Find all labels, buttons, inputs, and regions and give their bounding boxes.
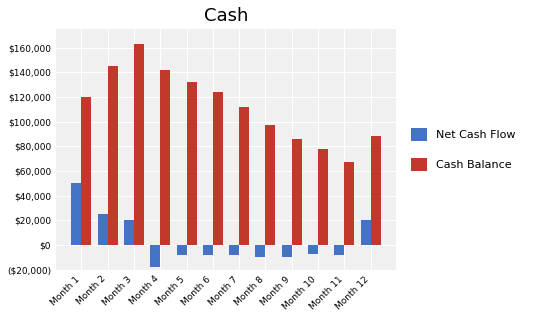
Bar [239,107,249,245]
Bar [344,162,354,245]
Bar [371,136,381,245]
Bar [186,82,196,245]
Bar [229,245,239,255]
Bar [81,97,91,245]
Bar [282,245,292,257]
Bar [203,245,213,255]
Bar [292,139,302,245]
Bar [134,44,144,245]
Bar [334,245,344,255]
Bar [98,214,108,245]
Bar [160,70,170,245]
Bar [213,92,223,245]
Bar [266,125,276,245]
Bar [308,245,318,253]
Bar [108,66,118,245]
Bar [318,149,328,245]
Legend: Net Cash Flow, Cash Balance: Net Cash Flow, Cash Balance [405,122,521,177]
Bar [177,245,186,255]
Bar [150,245,160,267]
Title: Cash: Cash [204,7,248,25]
Bar [72,183,81,245]
Bar [361,220,371,245]
Bar [255,245,266,257]
Bar [124,220,134,245]
